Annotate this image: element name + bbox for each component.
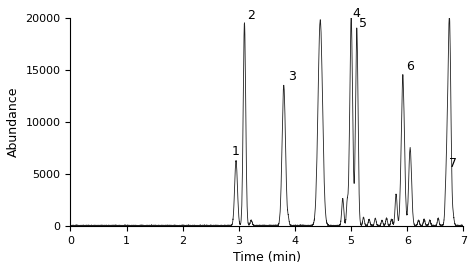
Text: 7: 7 bbox=[449, 157, 457, 170]
Text: 4: 4 bbox=[352, 7, 360, 20]
Text: 1: 1 bbox=[231, 145, 239, 158]
Text: 2: 2 bbox=[246, 9, 255, 22]
Text: 3: 3 bbox=[288, 70, 296, 83]
X-axis label: Time (min): Time (min) bbox=[233, 251, 301, 264]
Text: 6: 6 bbox=[406, 60, 413, 73]
Y-axis label: Abundance: Abundance bbox=[7, 86, 20, 157]
Text: 5: 5 bbox=[359, 17, 367, 30]
